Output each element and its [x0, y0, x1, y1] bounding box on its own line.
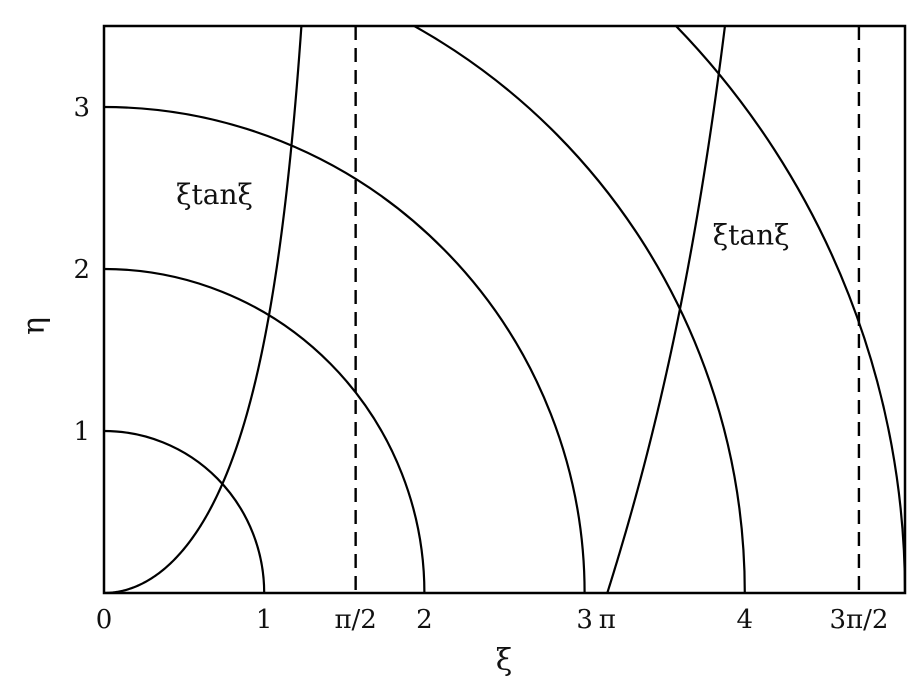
circle-r1	[104, 429, 266, 593]
xi-tan-xi-branch-1	[104, 26, 303, 593]
label-xi-tan-xi-left: ξtanξ	[176, 178, 253, 211]
circle-r2	[104, 267, 426, 593]
x-tick-label: π	[599, 605, 616, 635]
y-tick-label: 1	[73, 417, 90, 447]
circle-r4	[411, 26, 746, 593]
x-tick-label: π/2	[334, 605, 376, 635]
x-tick-label: 3π/2	[829, 605, 888, 635]
circle-r3	[104, 105, 586, 593]
y-axis-label: η	[17, 317, 52, 335]
circle-r5	[674, 26, 905, 593]
plot-frame	[102, 24, 907, 595]
x-axis-label: ξ	[496, 643, 513, 678]
x-tick-label: 4	[737, 605, 754, 635]
x-tick-label: 0	[96, 605, 113, 635]
x-tick-label: 2	[416, 605, 433, 635]
x-tick-label: 1	[256, 605, 273, 635]
label-xi-tan-xi-right: ξtanξ	[713, 219, 790, 252]
x-tick-label: 3	[576, 605, 593, 635]
y-tick-label: 3	[73, 93, 90, 123]
y-tick-label: 2	[73, 255, 90, 285]
xi-tan-xi-branch-2	[606, 26, 727, 593]
